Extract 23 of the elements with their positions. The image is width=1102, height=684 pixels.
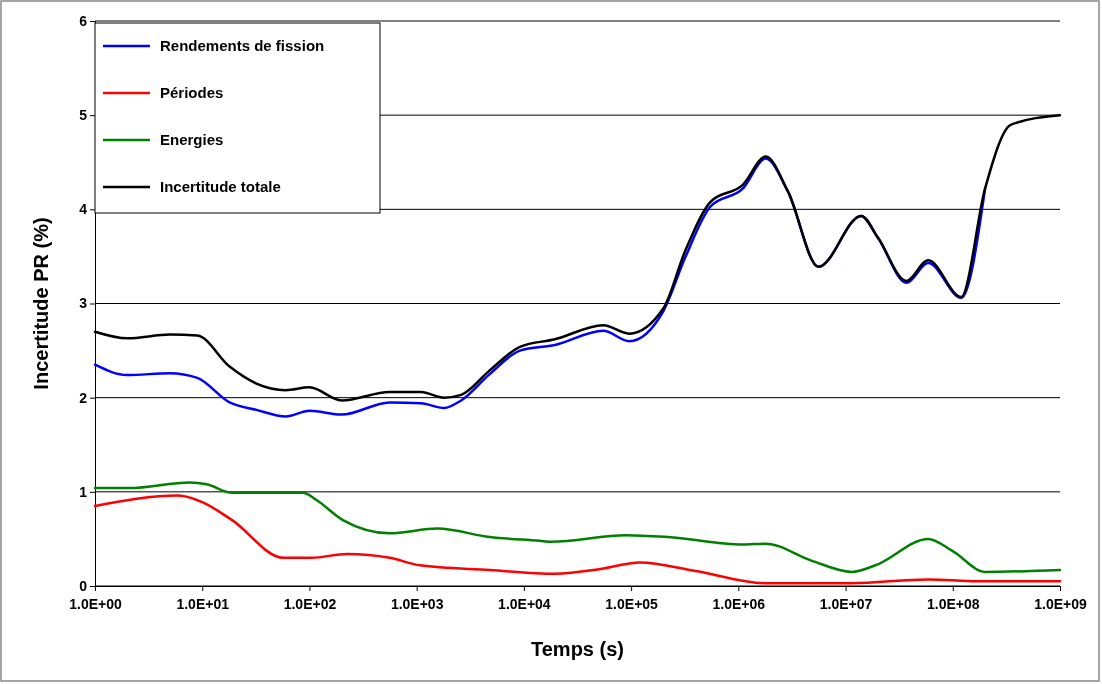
x-tick-label: 1.0E+06 <box>712 596 766 613</box>
x-tick-label: 1.0E+05 <box>605 596 659 613</box>
x-axis-title: Temps (s) <box>531 638 624 660</box>
legend-label: Périodes <box>160 84 224 101</box>
x-tick-label: 1.0E+08 <box>927 596 980 613</box>
legend-label: Incertitude totale <box>160 178 281 195</box>
y-tick-label: 2 <box>79 389 88 406</box>
y-tick-label: 5 <box>79 107 88 124</box>
x-tick-label: 1.0E+01 <box>176 596 230 613</box>
legend-label: Energies <box>160 131 224 148</box>
y-tick-label: 1 <box>79 483 88 500</box>
x-tick-label: 1.0E+07 <box>819 596 873 613</box>
y-tick-label: 4 <box>79 201 88 218</box>
x-tick-label: 1.0E+04 <box>498 596 551 613</box>
x-tick-label: 1.0E+00 <box>69 596 122 613</box>
y-tick-label: 6 <box>79 12 88 29</box>
x-tick-label: 1.0E+03 <box>390 596 444 613</box>
legend-label: Rendements de fission <box>160 37 325 54</box>
y-axis-title: Incertitude PR (%) <box>30 217 52 390</box>
y-tick-label: 0 <box>79 577 88 594</box>
x-tick-label: 1.0E+09 <box>1034 596 1087 613</box>
x-tick-label: 1.0E+02 <box>283 596 337 613</box>
y-tick-label: 3 <box>79 295 88 312</box>
